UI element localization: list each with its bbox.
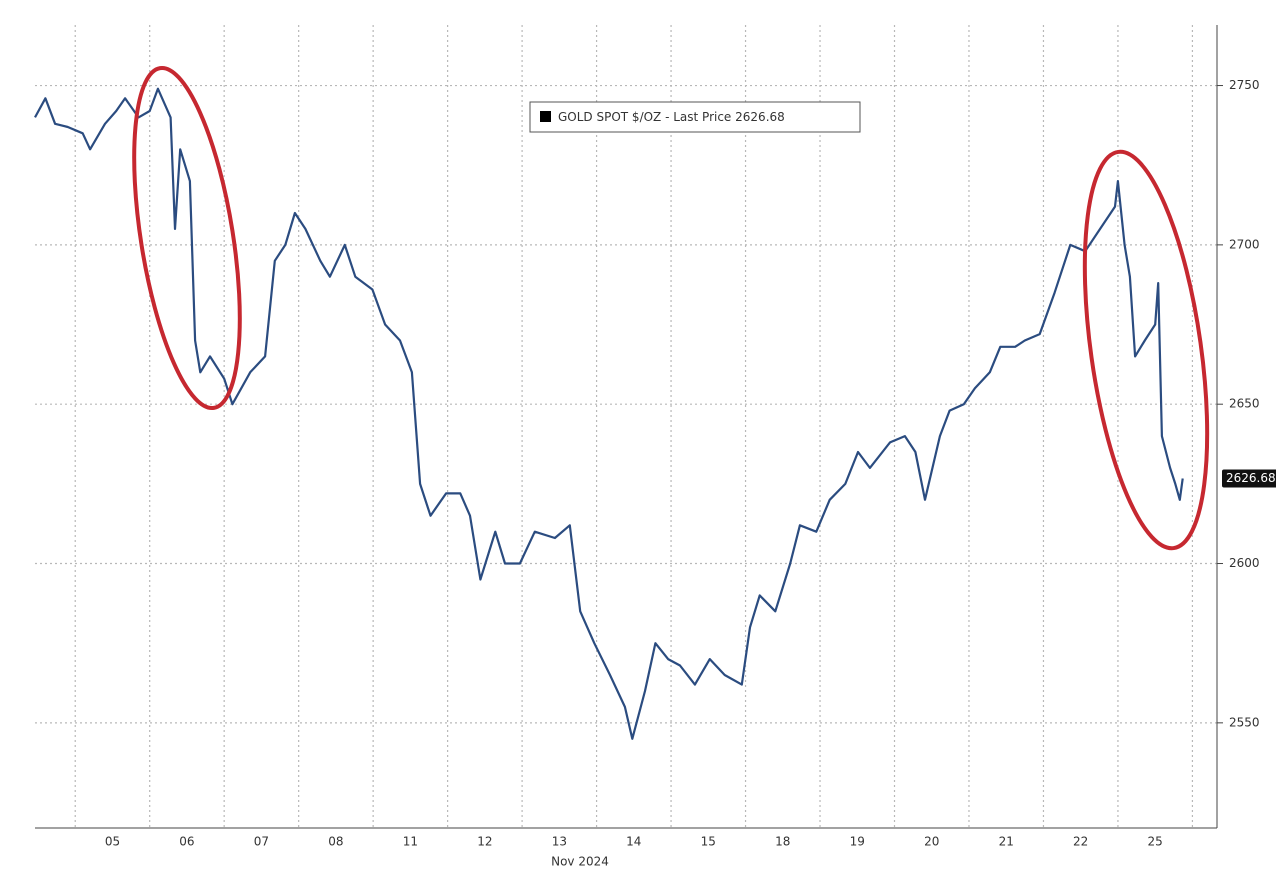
plot xyxy=(34,87,1184,740)
x-axis-label: Nov 2024 xyxy=(551,855,609,869)
highlight-ellipse xyxy=(1082,149,1210,551)
x-tick-label: 13 xyxy=(552,835,567,849)
x-tick-label: 19 xyxy=(850,835,865,849)
legend: GOLD SPOT $/OZ - Last Price 2626.68 xyxy=(529,101,861,133)
legend-text: GOLD SPOT $/OZ - Last Price 2626.68 xyxy=(558,110,785,124)
y-tick-label: 2650 xyxy=(1229,397,1260,411)
y-tick-label: 2700 xyxy=(1229,237,1260,251)
x-tick-label: 15 xyxy=(701,835,716,849)
x-tick-label: 07 xyxy=(254,835,269,849)
last-price-label: 2626.68 xyxy=(1226,471,1276,485)
x-tick-label: 20 xyxy=(924,835,939,849)
y-tick-label: 2600 xyxy=(1229,556,1260,570)
legend-box xyxy=(529,101,861,133)
price-line xyxy=(34,87,1184,740)
x-tick-label: 25 xyxy=(1148,835,1163,849)
legend-swatch xyxy=(540,111,551,122)
last-price-box xyxy=(1222,469,1276,488)
legend-value: 2626.68 xyxy=(735,110,785,124)
x-tick-label: 22 xyxy=(1073,835,1088,849)
x-tick-label: 06 xyxy=(179,835,194,849)
x-tick-label: 12 xyxy=(477,835,492,849)
x-tick-label: 18 xyxy=(775,835,790,849)
x-tick-label: 14 xyxy=(626,835,641,849)
x-tick-label: 05 xyxy=(105,835,120,849)
legend-label: GOLD SPOT $/OZ - Last Price xyxy=(558,110,731,124)
x-tick-label: 11 xyxy=(403,835,418,849)
y-tick-label: 2750 xyxy=(1229,78,1260,92)
x-tick-label: 21 xyxy=(999,835,1014,849)
x-tick-label: 08 xyxy=(328,835,343,849)
y-tick-label: 2550 xyxy=(1229,715,1260,729)
highlight-ellipse xyxy=(132,65,242,411)
